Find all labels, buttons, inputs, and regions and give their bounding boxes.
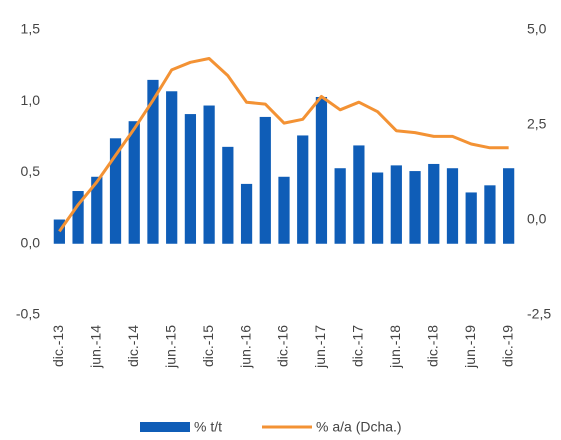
bar [53,219,65,244]
y-tick-label: 1,5 [21,21,41,37]
legend-swatch [140,422,190,432]
x-tick-label: dic.-18 [424,325,440,367]
x-tick-label: jun.-15 [162,325,178,369]
bar [259,116,271,244]
legend-label: % t/t [194,419,222,435]
bar [428,163,440,244]
bar [484,185,496,244]
y-tick-label: -0,5 [16,306,40,322]
bar [128,121,140,244]
x-tick-label: dic.-13 [50,325,66,367]
bar [503,168,515,244]
x-tick-label: jun.-14 [88,325,104,369]
x-tick-label: dic.-19 [499,325,515,367]
x-tick-label: jun.-18 [387,325,403,369]
bar [390,165,402,244]
y-tick-label: 0,5 [21,163,41,179]
x-tick-label: dic.-14 [125,325,141,367]
y2-tick-label: -2,5 [527,306,551,322]
bar [222,146,234,244]
y-tick-label: 0,0 [21,234,41,250]
bar [166,91,178,244]
x-tick-label: dic.-15 [200,325,216,367]
bar [147,79,159,244]
bar [297,135,309,244]
legend-label: % a/a (Dcha.) [316,419,402,435]
bar [91,176,103,244]
bar [334,168,346,244]
x-tick-label: jun.-19 [462,325,478,369]
y2-tick-label: 0,0 [527,211,547,227]
line [58,57,509,233]
y2-tick-label: 5,0 [527,21,547,37]
x-tick-label: jun.-16 [237,325,253,369]
bar [109,138,122,244]
bar [203,105,215,244]
bar [278,176,290,244]
bar [240,183,253,244]
bar [409,171,421,244]
bar [184,114,197,244]
bar [315,96,328,244]
y2-tick-label: 2,5 [527,116,547,132]
x-tick-label: dic.-16 [275,325,291,367]
bar [72,191,84,244]
bar [446,168,459,244]
bar [353,145,365,244]
y-tick-label: 1,0 [21,92,41,108]
x-tick-label: dic.-17 [350,325,366,367]
bar [465,192,477,244]
x-tick-label: jun.-17 [312,325,328,369]
bar [371,172,384,244]
